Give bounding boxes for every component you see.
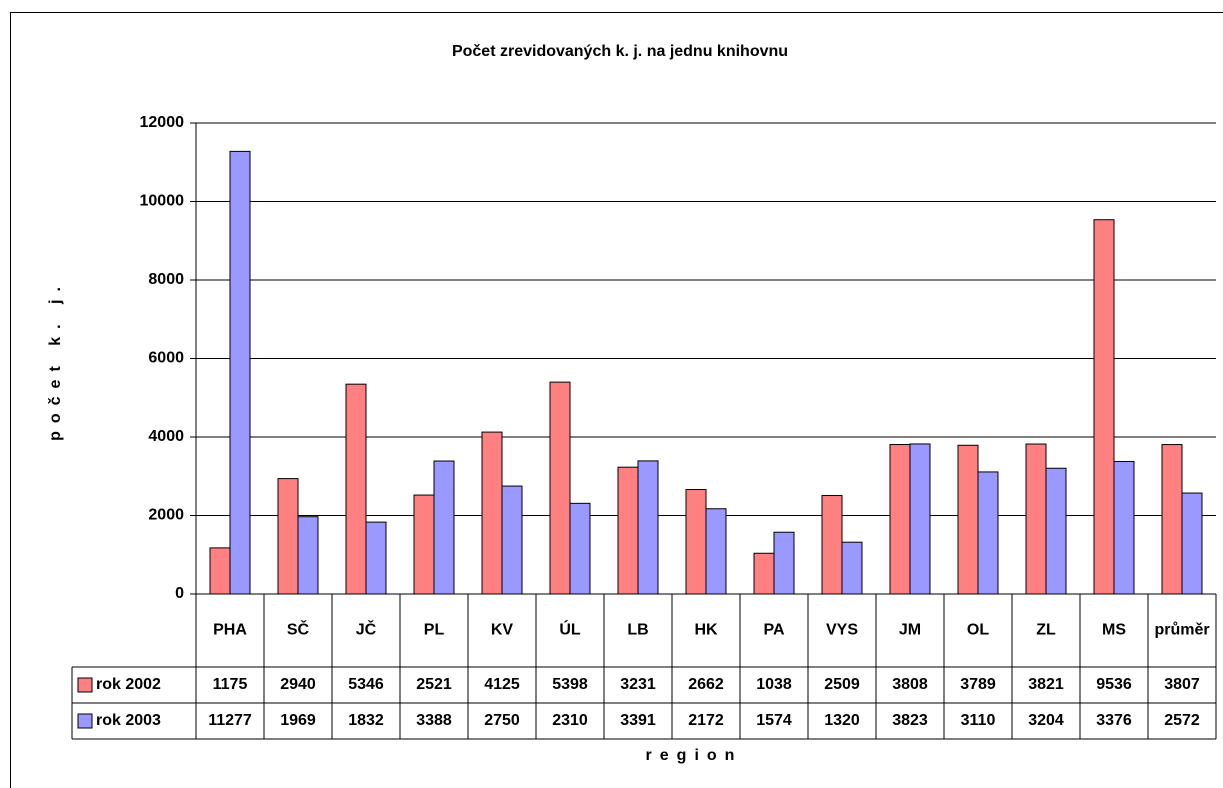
table-value: 3808	[892, 676, 928, 693]
bar	[297, 516, 319, 595]
bar	[705, 508, 727, 595]
table-value: 4125	[484, 676, 520, 693]
x-tick-label: MS	[1102, 622, 1126, 639]
bar	[753, 552, 775, 595]
x-tick-label: ZL	[1036, 622, 1056, 639]
table-value: 9536	[1096, 676, 1132, 693]
x-tick-label: průměr	[1154, 622, 1209, 639]
x-tick-label: PHA	[213, 622, 247, 639]
bar	[685, 489, 707, 595]
bar	[637, 460, 659, 595]
x-tick-label: KV	[491, 622, 514, 639]
y-axis-title: počet k. j.	[47, 279, 64, 441]
table-value: 3204	[1028, 712, 1064, 729]
x-tick-label: PA	[763, 622, 784, 639]
bar	[841, 541, 863, 595]
table-value: 1969	[280, 712, 316, 729]
table-value: 11277	[208, 712, 252, 729]
table-value: 2509	[824, 676, 860, 693]
x-axis-title: region	[646, 747, 743, 764]
bar	[433, 460, 455, 595]
table-value: 2662	[688, 676, 724, 693]
bar	[1045, 467, 1067, 595]
bar	[549, 381, 571, 595]
bar	[501, 485, 523, 595]
x-tick-label: OL	[967, 622, 989, 639]
bar	[773, 531, 795, 595]
bar	[229, 150, 251, 595]
x-tick-label: JČ	[356, 620, 377, 639]
bar	[1093, 219, 1115, 595]
legend-key	[77, 713, 93, 729]
legend-label: rok 2003	[96, 712, 161, 729]
y-tick-label: 8000	[148, 271, 184, 288]
x-tick-label: VYS	[826, 622, 858, 639]
table-value: 2521	[416, 676, 452, 693]
legend-key	[77, 677, 93, 693]
y-tick-label: 10000	[140, 193, 185, 210]
bar	[365, 521, 387, 595]
bar	[277, 478, 299, 595]
bar	[821, 495, 843, 595]
x-tick-label: ÚL	[559, 620, 581, 639]
table-value: 2940	[280, 676, 316, 693]
table-value: 3231	[620, 676, 656, 693]
table-value: 3789	[960, 676, 996, 693]
x-tick-label: HK	[694, 622, 718, 639]
bar	[345, 383, 367, 595]
x-tick-label: SČ	[287, 620, 310, 639]
x-tick-label: LB	[627, 622, 648, 639]
bar	[209, 547, 231, 595]
x-tick-label: PL	[424, 622, 445, 639]
bar	[1181, 492, 1203, 595]
bar	[909, 443, 931, 595]
table-value: 3807	[1164, 676, 1200, 693]
y-tick-label: 0	[175, 585, 184, 602]
y-tick-label: 2000	[148, 507, 184, 524]
y-tick-label: 6000	[148, 350, 184, 367]
table-value: 3388	[416, 712, 452, 729]
table-value: 1038	[756, 676, 792, 693]
table-value: 1832	[348, 712, 384, 729]
table-value: 3821	[1028, 676, 1064, 693]
chart-border	[10, 12, 1223, 788]
y-tick-label: 12000	[140, 114, 185, 131]
x-tick-label: JM	[899, 622, 921, 639]
bar	[889, 444, 911, 595]
table-value: 2172	[688, 712, 724, 729]
table-value: 3823	[892, 712, 928, 729]
table-value: 5398	[552, 676, 588, 693]
table-value: 3110	[961, 712, 996, 729]
bar	[617, 466, 639, 595]
table-value: 2310	[552, 712, 588, 729]
bar	[481, 431, 503, 595]
table-value: 2572	[1164, 712, 1200, 729]
bar	[413, 494, 435, 595]
table-value: 1175	[213, 676, 248, 693]
legend-label: rok 2002	[96, 676, 161, 693]
table-value: 3391	[620, 712, 656, 729]
bar	[1113, 460, 1135, 595]
y-tick-label: 4000	[148, 428, 184, 445]
table-value: 1320	[824, 712, 860, 729]
table-value: 1574	[756, 712, 792, 729]
bar	[569, 502, 591, 595]
table-value: 3376	[1096, 712, 1132, 729]
bar	[957, 444, 979, 595]
chart-title: Počet zrevidovaných k. j. na jednu kniho…	[452, 43, 788, 60]
bar	[1161, 444, 1183, 595]
table-value: 5346	[348, 676, 384, 693]
bar	[977, 471, 999, 595]
bar	[1025, 443, 1047, 595]
table-value: 2750	[484, 712, 520, 729]
